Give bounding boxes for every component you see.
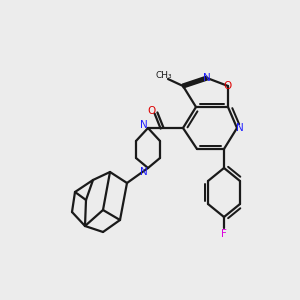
Text: N: N bbox=[203, 73, 211, 83]
Text: N: N bbox=[236, 123, 244, 133]
Text: O: O bbox=[147, 106, 155, 116]
Text: F: F bbox=[221, 229, 227, 239]
Text: CH₃: CH₃ bbox=[156, 71, 172, 80]
Text: N: N bbox=[140, 167, 148, 177]
Text: O: O bbox=[224, 81, 232, 91]
Text: N: N bbox=[140, 120, 148, 130]
